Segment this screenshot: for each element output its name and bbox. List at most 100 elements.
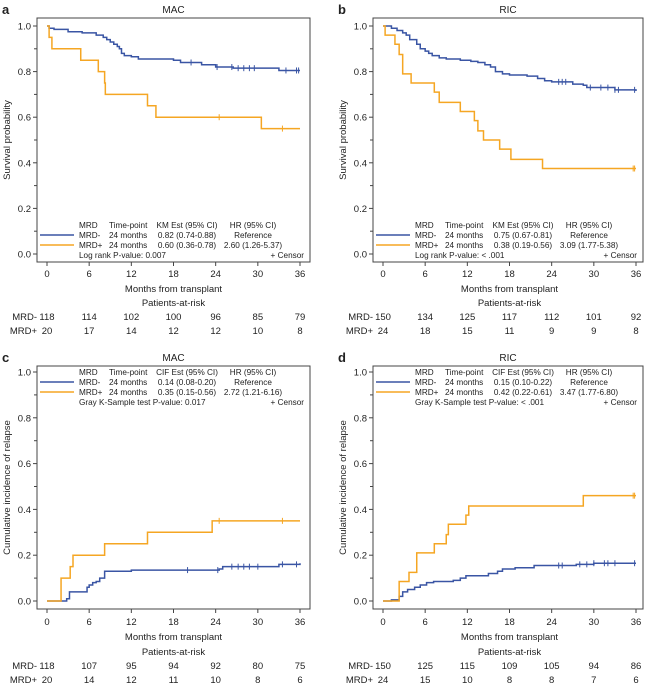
risk-value: 8 [507, 675, 512, 685]
y-axis-label: Cumulative incidence of relapse [338, 420, 349, 555]
legend-timepoint: 24 months [445, 231, 483, 240]
legend-timepoint: 24 months [109, 241, 147, 250]
legend-test: Log rank P-value: 0.007 [79, 251, 166, 260]
legend-estimate: 0.14 (0.08-0.20) [158, 378, 217, 387]
legend-timepoint: 24 months [109, 378, 147, 387]
risk-value: 75 [295, 661, 306, 672]
risk-value: 12 [210, 326, 221, 337]
series-line-mrd-pos [47, 25, 300, 130]
legend-group: MRD- [79, 231, 101, 240]
y-tick-label: 1.0 [354, 22, 367, 33]
legend-timepoint: 24 months [109, 231, 147, 240]
risk-value: 8 [633, 326, 638, 337]
series-line-mrd-neg [47, 563, 301, 602]
risk-value: 8 [255, 675, 260, 685]
risk-row-label: MRD+ [10, 326, 38, 337]
legend-hr: 3.47 (1.77-6.80) [560, 388, 619, 397]
x-tick-label: 18 [168, 269, 179, 280]
risk-row-label: MRD+ [10, 675, 38, 685]
y-tick-label: 0.4 [354, 505, 367, 516]
risk-value: 12 [126, 675, 137, 685]
risk-value: 10 [210, 675, 221, 685]
x-tick-label: 12 [462, 269, 473, 280]
risk-value: 11 [505, 326, 515, 337]
legend-header: Time-point [445, 221, 484, 230]
legend-estimate: 0.35 (0.15-0.56) [158, 388, 217, 397]
risk-value: 80 [253, 661, 264, 672]
legend-hr: Reference [570, 378, 608, 387]
y-tick-label: 0.6 [354, 113, 367, 124]
risk-table-title: Patients-at-risk [478, 298, 542, 309]
legend-estimate: 0.75 (0.67-0.81) [494, 231, 553, 240]
x-tick-label: 24 [546, 617, 557, 628]
legend-test: Gray K-Sample test P-value: 0.017 [79, 398, 206, 407]
legend-hr: Reference [234, 378, 272, 387]
panel-title: RIC [499, 353, 516, 364]
legend-hr: 3.09 (1.77-5.38) [560, 241, 619, 250]
y-tick-label: 0.6 [354, 459, 367, 470]
risk-value: 8 [549, 675, 554, 685]
x-tick-label: 30 [589, 617, 600, 628]
legend-header: MRD [415, 221, 434, 230]
risk-value: 150 [375, 312, 391, 323]
risk-row-label: MRD+ [346, 326, 374, 337]
risk-table: Patients-at-risk MRD- 118 114 102 100 96 85 79 MR… [10, 298, 305, 337]
y-tick-label: 0.0 [354, 250, 367, 261]
panel-title: MAC [162, 353, 184, 364]
legend-estimate: 0.82 (0.74-0.88) [158, 231, 217, 240]
y-tick-label: 0.8 [18, 67, 31, 78]
series-line-mrd-neg [383, 562, 636, 602]
legend-group: MRD- [415, 231, 437, 240]
legend-censor: + Censor [271, 398, 305, 407]
panel-c: c MAC 0.0 0.2 0.4 0.6 0.8 1.0 Cumulative inciden… [2, 350, 311, 685]
x-tick-label: 24 [210, 269, 221, 280]
risk-table-title: Patients-at-risk [142, 298, 206, 309]
legend-test: Gray K-Sample test P-value: < .001 [415, 398, 544, 407]
x-axis-label: Months from transplant [461, 632, 559, 643]
legend-header: CIF Est (95% CI) [156, 368, 218, 377]
legend-hr: 2.72 (1.21-6.16) [224, 388, 283, 397]
legend-header: MRD [79, 368, 98, 377]
legend-censor: + Censor [271, 251, 305, 260]
risk-value: 6 [633, 675, 638, 685]
risk-value: 9 [549, 326, 554, 337]
x-tick-label: 6 [87, 617, 92, 628]
risk-value: 118 [39, 661, 54, 672]
x-axis-label: Months from transplant [125, 632, 223, 643]
risk-value: 114 [82, 312, 97, 323]
y-tick-label: 0.2 [354, 551, 367, 562]
risk-row-label: MRD- [12, 661, 37, 672]
legend-header: Time-point [445, 368, 484, 377]
risk-row-label: MRD- [348, 661, 373, 672]
legend-group: MRD- [415, 378, 437, 387]
risk-value: 96 [210, 312, 221, 323]
risk-value: 79 [295, 312, 306, 323]
panel-d: d RIC 0.0 0.2 0.4 0.6 0.8 1.0 Cumulative inciden… [338, 350, 644, 685]
legend-hr: 2.60 (1.26-5.37) [224, 241, 283, 250]
panel-letter: a [2, 2, 10, 17]
risk-value: 125 [459, 312, 475, 323]
plot-frame [372, 365, 644, 610]
risk-value: 15 [420, 675, 431, 685]
risk-value: 24 [378, 675, 389, 685]
legend-test: Log rank P-value: < .001 [415, 251, 505, 260]
x-tick-label: 12 [126, 269, 137, 280]
risk-value: 134 [417, 312, 433, 323]
legend-group: MRD+ [415, 241, 439, 250]
risk-value: 20 [42, 326, 53, 337]
y-tick-label: 0.2 [354, 204, 367, 215]
y-tick-label: 0.0 [18, 250, 31, 261]
x-tick-label: 0 [380, 269, 385, 280]
risk-value: 100 [166, 312, 182, 323]
y-tick-label: 0.2 [18, 551, 31, 562]
y-tick-label: 0.4 [18, 505, 31, 516]
legend-timepoint: 24 months [445, 241, 483, 250]
legend-timepoint: 24 months [445, 378, 483, 387]
risk-row-label: MRD+ [346, 675, 374, 685]
legend-header: HR (95% CI) [566, 221, 613, 230]
y-tick-label: 1.0 [354, 368, 367, 379]
series-line-mrd-pos [47, 520, 300, 602]
series-line-mrd-neg [47, 25, 300, 72]
risk-value: 125 [417, 661, 433, 672]
